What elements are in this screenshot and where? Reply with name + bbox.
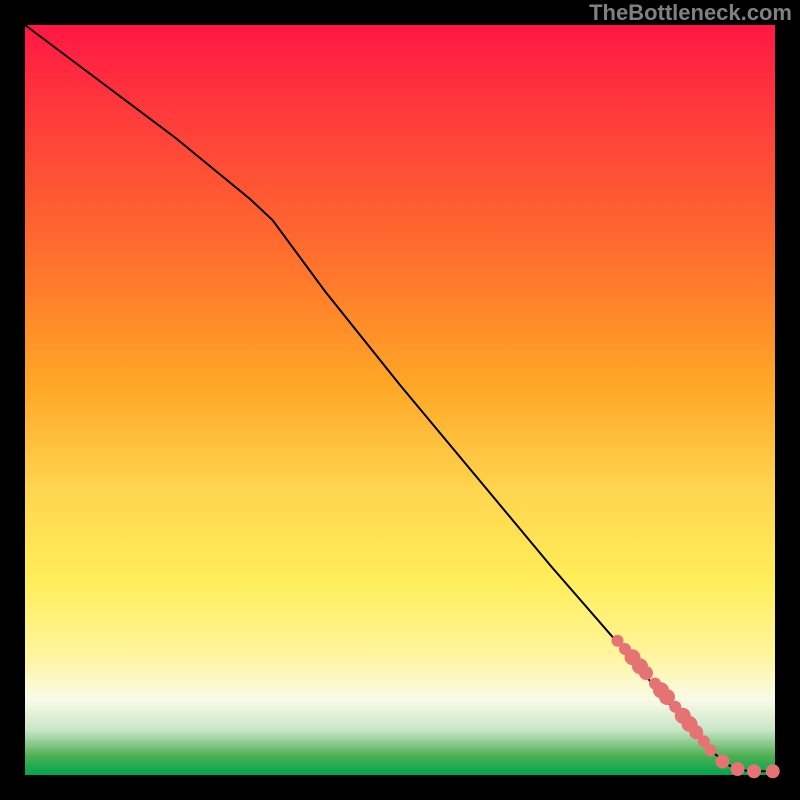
data-marker: [705, 744, 717, 756]
watermark-text: TheBottleneck.com: [589, 0, 792, 26]
data-marker: [639, 666, 653, 680]
chart-svg: [0, 0, 800, 800]
plot-background: [25, 25, 775, 775]
data-marker: [731, 762, 745, 776]
chart-container: TheBottleneck.com: [0, 0, 800, 800]
data-marker: [716, 755, 730, 769]
data-marker: [766, 764, 780, 778]
data-marker: [747, 764, 761, 778]
